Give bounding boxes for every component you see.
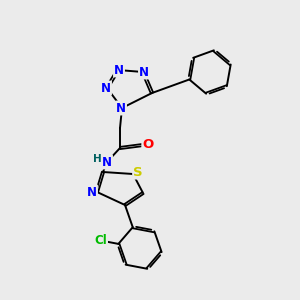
Text: N: N bbox=[101, 82, 111, 94]
Text: O: O bbox=[142, 139, 154, 152]
Text: N: N bbox=[87, 185, 97, 199]
Text: N: N bbox=[116, 101, 126, 115]
Text: H: H bbox=[93, 154, 101, 164]
Text: Cl: Cl bbox=[94, 234, 107, 247]
Text: S: S bbox=[133, 166, 143, 178]
Text: N: N bbox=[139, 65, 149, 79]
Text: N: N bbox=[102, 155, 112, 169]
Text: N: N bbox=[114, 64, 124, 76]
